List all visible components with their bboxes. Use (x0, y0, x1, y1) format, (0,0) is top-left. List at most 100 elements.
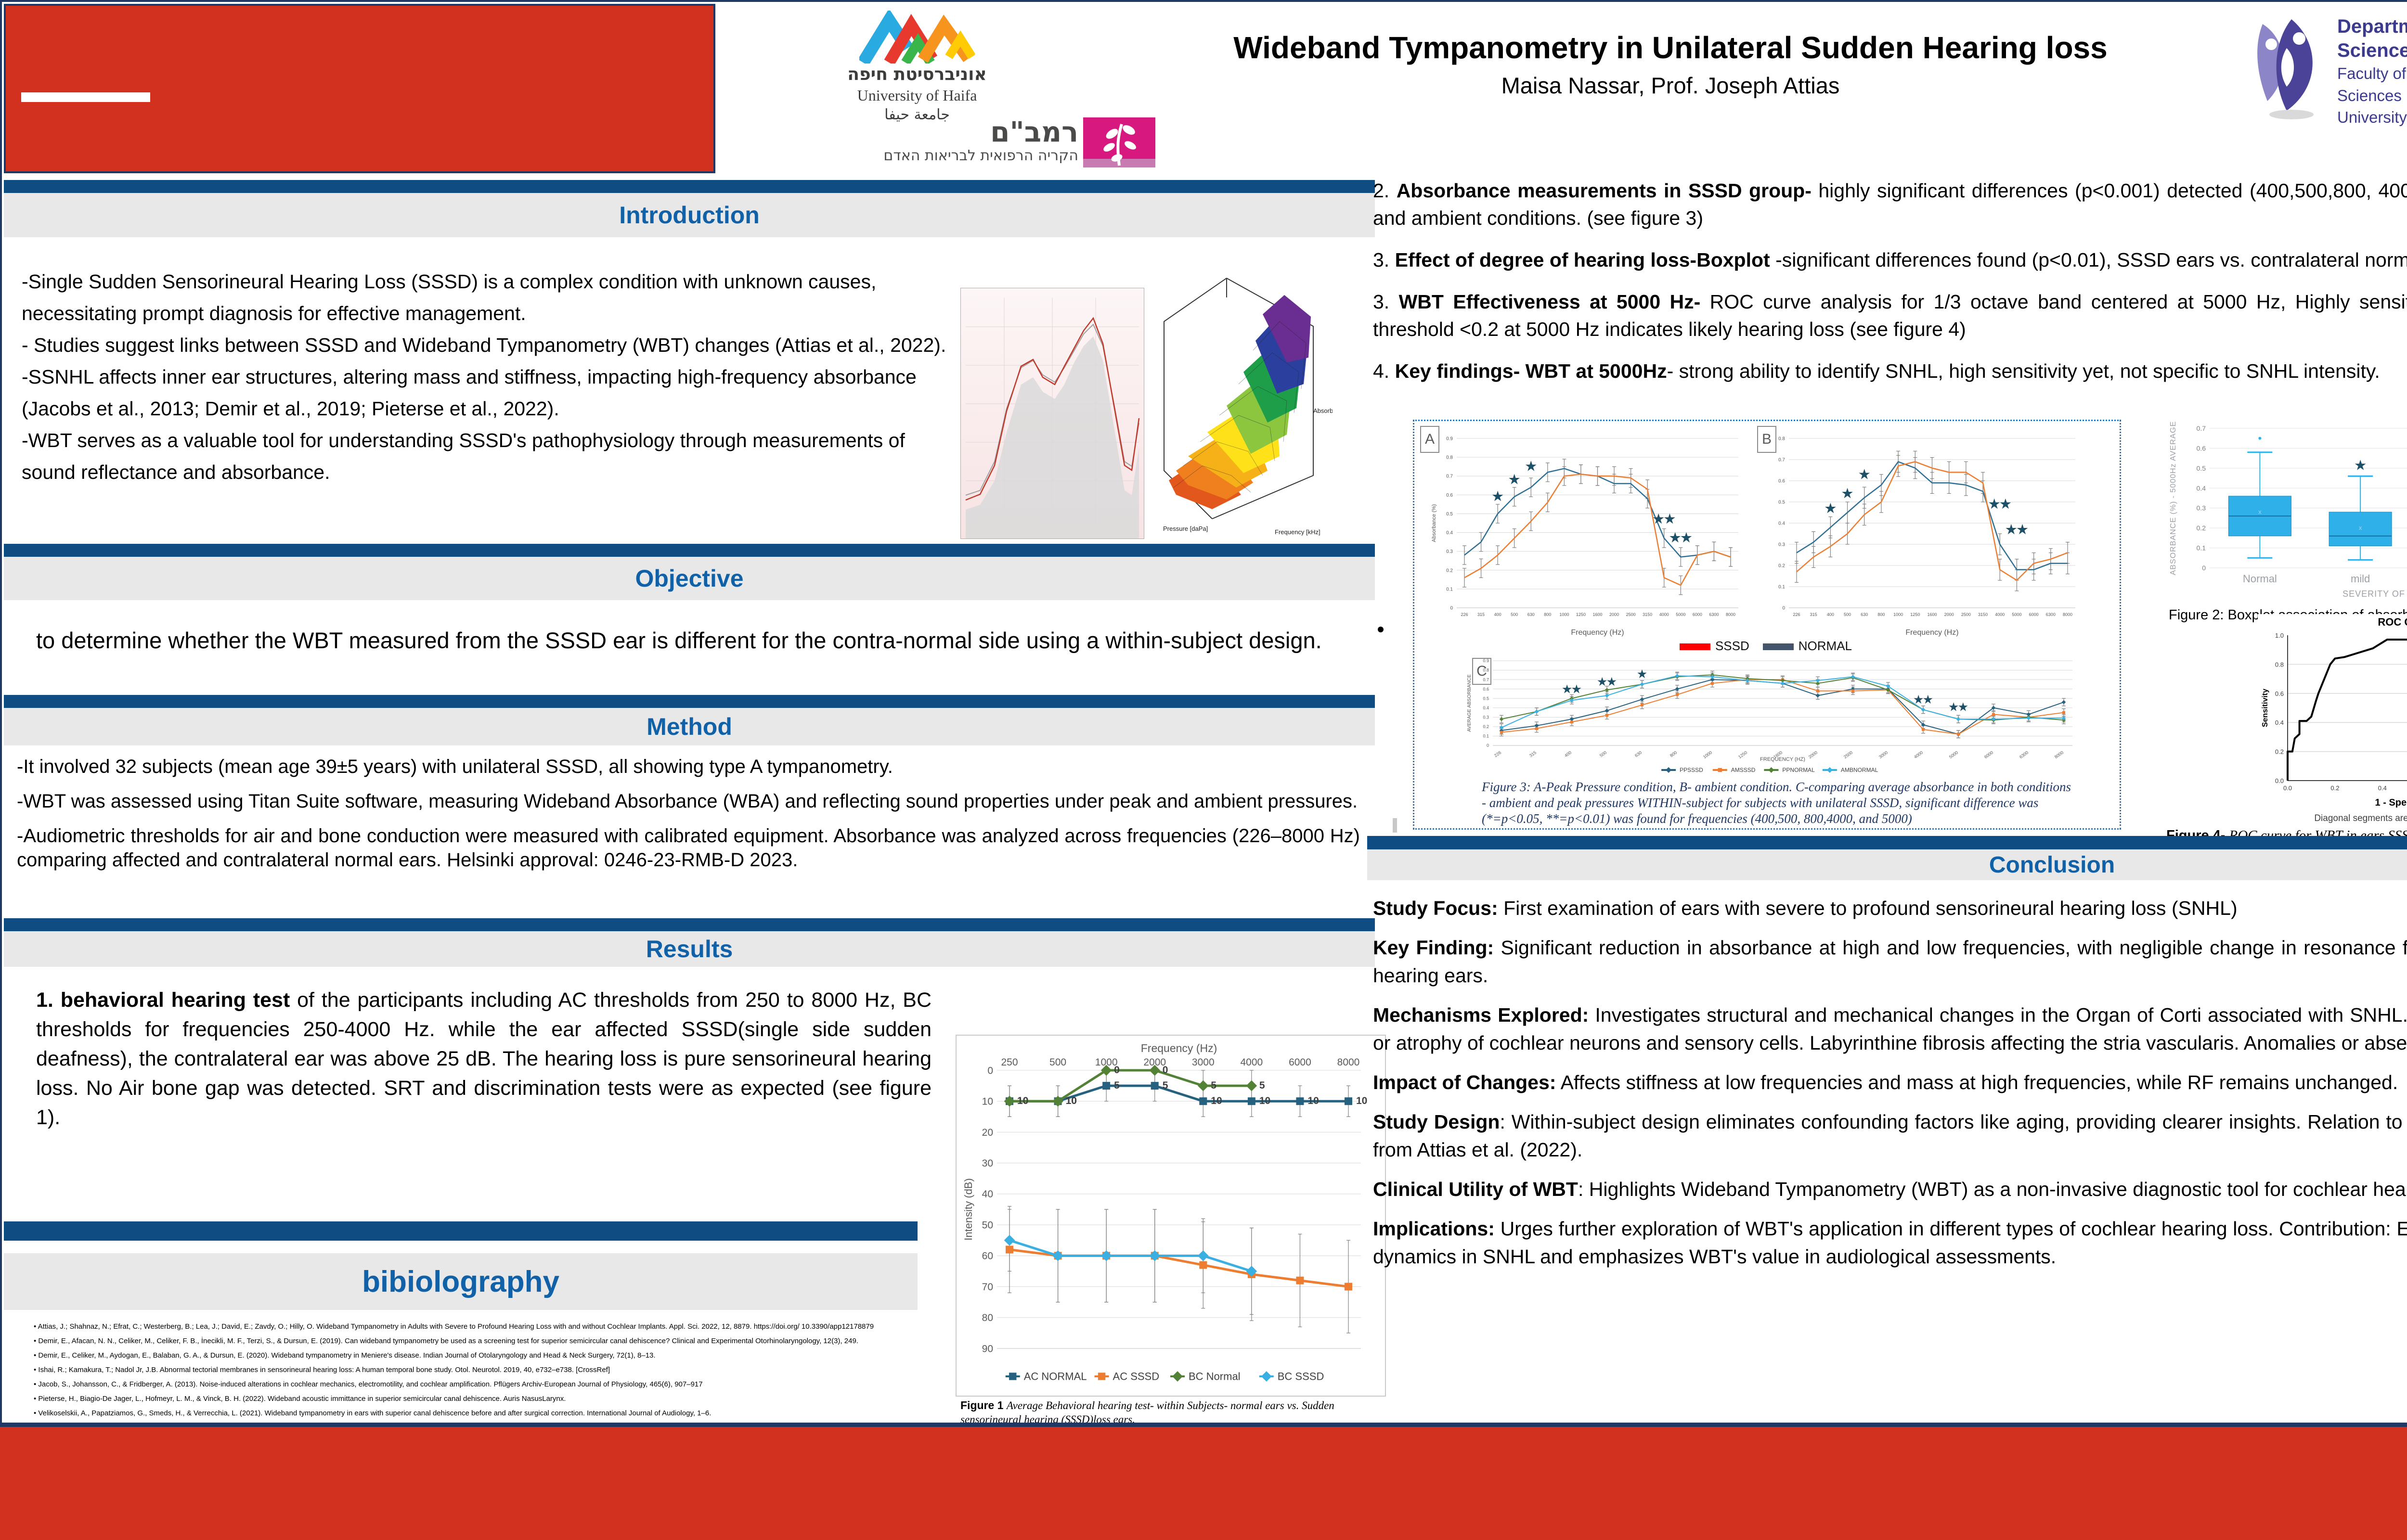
svg-text:Normal: Normal (2243, 573, 2277, 585)
svg-text:90: 90 (982, 1343, 993, 1354)
conclusion-item: Clinical Utility of WBT: Highlights Wide… (1373, 1178, 2407, 1200)
poster-authors: Maisa Nassar, Prof. Joseph Attias (1501, 73, 1840, 98)
svg-text:Frequency (Hz): Frequency (Hz) (1141, 1042, 1217, 1054)
svg-text:800: 800 (1544, 612, 1551, 617)
svg-text:500: 500 (1049, 1057, 1066, 1068)
svg-text:5: 5 (1211, 1080, 1216, 1091)
svg-text:0.2: 0.2 (1446, 568, 1453, 573)
conclusion-title: Conclusion (1989, 852, 2115, 878)
figure3a-chart: 0 0.1 0.2 0.3 0.4 0.5 0.6 0.7 0.8 0.9 226 315 400 500… (1429, 428, 1744, 638)
haifa-name-hebrew: אוניברסיטת חיפה (847, 64, 987, 84)
results-text: 1. behavioral hearing test of the partic… (36, 986, 932, 1132)
svg-text:0: 0 (2202, 564, 2206, 572)
svg-text:0.3: 0.3 (1483, 715, 1489, 719)
svg-text:0.7: 0.7 (1446, 474, 1453, 479)
svg-text:★: ★ (2355, 458, 2366, 472)
svg-text:6000: 6000 (1693, 612, 1702, 617)
svg-text:AMBNORMAL: AMBNORMAL (1841, 767, 1878, 773)
svg-text:6300: 6300 (2046, 612, 2056, 617)
svg-text:630: 630 (1634, 750, 1643, 758)
figure1-caption-text: Average Behavioral hearing test- within … (960, 1399, 1334, 1425)
svg-text:50: 50 (982, 1219, 993, 1231)
conclusion-divider-bar (1367, 836, 2407, 849)
svg-text:★: ★ (1637, 668, 1647, 680)
svg-text:x: x (2359, 524, 2362, 531)
svg-text:1000: 1000 (1095, 1057, 1118, 1068)
svg-text:2500: 2500 (1961, 612, 1971, 617)
conclusion-item: Study Focus: First examination of ears w… (1373, 897, 2238, 919)
rambam-logo: רמב"ם הקריה הרפואית לבריאות האדם (785, 116, 1160, 172)
svg-text:0.2: 0.2 (1778, 564, 1785, 569)
svg-text:10: 10 (1307, 1095, 1319, 1106)
finding-item: 3. Effect of degree of hearing loss-Boxp… (1373, 249, 2407, 271)
results-divider-bar (4, 918, 1375, 931)
panel-bullet-dot (1378, 627, 1384, 632)
svg-text:0.2: 0.2 (2330, 784, 2339, 792)
figure4-footnote: Diagonal segments are produced by ties. (2314, 813, 2407, 823)
intro-header-strip: Introduction (4, 193, 1375, 237)
svg-text:BC SSSD: BC SSSD (1278, 1371, 1324, 1383)
svg-text:5000: 5000 (1948, 750, 1959, 759)
intro-paragraph: -WBT serves as a valuable tool for under… (22, 429, 905, 483)
svg-text:★★: ★★ (1597, 676, 1617, 688)
sssd-swatch-icon (1679, 643, 1710, 650)
svg-text:AVERAGE ABSORBANCE: AVERAGE ABSORBANCE (1467, 674, 1472, 732)
svg-text:0.1: 0.1 (1483, 734, 1489, 739)
svg-text:0.1: 0.1 (2197, 544, 2206, 552)
dept-line3: Faculty of Social Welfare & Health Scien… (2337, 64, 2407, 104)
bibliography-entry: • Ishai, R.; Kamakura, T.; Nadol Jr, J.B… (34, 1366, 610, 1374)
svg-text:2500: 2500 (1626, 612, 1636, 617)
svg-text:1000: 1000 (1702, 750, 1713, 759)
findings-block: 2. Absorbance measurements in SSSD group… (1373, 177, 2407, 385)
svg-text:0.5: 0.5 (2197, 464, 2206, 472)
svg-text:40: 40 (982, 1189, 993, 1200)
svg-text:6000: 6000 (2029, 612, 2039, 617)
svg-text:Intensity (dB): Intensity (dB) (963, 1178, 974, 1241)
svg-text:5: 5 (1163, 1080, 1168, 1091)
svg-text:★: ★ (1825, 501, 1837, 515)
intro-paragraph: -SSNHL affects inner ear structures, alt… (22, 366, 917, 420)
method-paragraph: -Audiometric thresholds for air and bone… (17, 825, 1360, 871)
svg-text:0: 0 (1114, 1065, 1120, 1076)
svg-text:2000: 2000 (1808, 750, 1818, 759)
svg-text:5000: 5000 (1676, 612, 1685, 617)
svg-text:3150: 3150 (1643, 612, 1652, 617)
svg-text:0: 0 (987, 1065, 993, 1076)
finding-item: 4. Key findings- WBT at 5000Hz- strong a… (1373, 360, 2380, 382)
svg-text:2000: 2000 (1143, 1057, 1166, 1068)
svg-text:0.4: 0.4 (1778, 521, 1785, 526)
panel-b-badge: B (1757, 426, 1776, 453)
svg-text:0.6: 0.6 (1483, 687, 1489, 692)
svg-text:0.3: 0.3 (2197, 504, 2206, 512)
intro-title: Introduction (619, 202, 760, 229)
svg-text:0.4: 0.4 (2378, 784, 2387, 792)
svg-text:1.0: 1.0 (2275, 632, 2284, 639)
bibliography-entry: • Velikoselskii, A., Papatziamos, G., Sm… (34, 1409, 712, 1417)
svg-text:0.8: 0.8 (1483, 668, 1489, 673)
svg-text:FREQUENCY (HZ): FREQUENCY (HZ) (1760, 757, 1805, 762)
svg-text:★★: ★★ (1949, 701, 1968, 713)
svg-text:500: 500 (1599, 750, 1607, 758)
intro-paragraph: - Studies suggest links between SSSD and… (22, 334, 946, 356)
svg-text:0.7: 0.7 (2197, 424, 2206, 432)
bibliography-entry: • Pieterse, H., Biagio-De Jager, L., Hof… (34, 1395, 566, 1403)
svg-text:10: 10 (1259, 1095, 1270, 1106)
svg-text:2000: 2000 (1609, 612, 1619, 617)
svg-text:1000: 1000 (1893, 612, 1903, 617)
svg-text:2500: 2500 (1843, 750, 1853, 759)
objective-text: to determine whether the WBT measured fr… (36, 628, 1322, 653)
finding-item: 3. WBT Effectiveness at 5000 Hz- ROC cur… (1373, 291, 2407, 340)
svg-text:0.7: 0.7 (1778, 458, 1785, 463)
figure3b-chart: 0 0.1 0.2 0.3 0.4 0.5 0.6 0.7 0.8 226 315 400 500 630… (1766, 428, 2081, 638)
svg-text:0.6: 0.6 (1446, 493, 1453, 498)
svg-text:★★: ★★ (1914, 693, 1933, 706)
figure2-chart: 0 0.1 0.2 0.3 0.4 0.5 0.6 0.7 ABSORBANCE (%) - 5… (2164, 421, 2407, 602)
svg-text:6000: 6000 (1289, 1057, 1311, 1068)
method-paragraph: -WBT was assessed using Titan Suite soft… (17, 791, 1358, 812)
svg-text:10: 10 (1066, 1095, 1077, 1106)
svg-text:4000: 4000 (1240, 1057, 1263, 1068)
svg-text:1600: 1600 (1927, 612, 1937, 617)
svg-text:800: 800 (1877, 612, 1885, 617)
svg-text:mild: mild (2351, 573, 2370, 585)
